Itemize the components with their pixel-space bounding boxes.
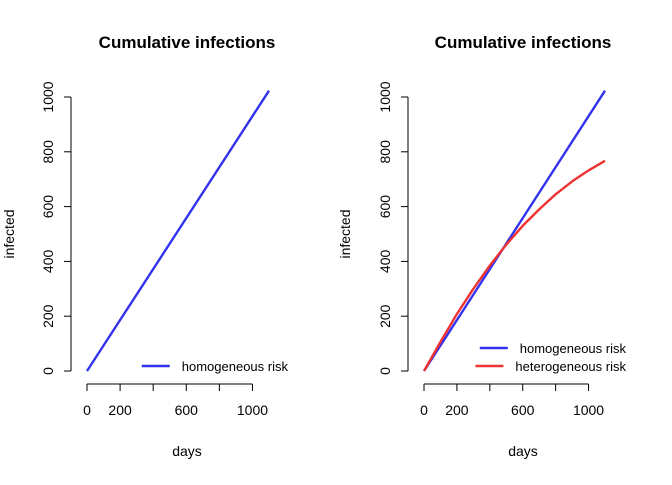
x-tick-label: 200 (445, 402, 469, 418)
y-tick-label: 200 (377, 304, 393, 328)
legend-label: homogeneous risk (182, 359, 289, 374)
chart-panel-1: Cumulative infections 0 200 400 600 800 1000 0 2… (1, 33, 288, 459)
x-axis-label: days (508, 443, 538, 459)
y-tick-label: 400 (40, 250, 56, 274)
y-tick-label: 1000 (377, 81, 393, 112)
y-tick-label: 800 (377, 140, 393, 164)
series-line-homogeneous-risk (85, 90, 271, 372)
chart-panel-2: Cumulative infections 0 200 400 600 800 1000 0 2… (337, 33, 626, 459)
y-tick-label: 1000 (40, 81, 56, 112)
x-tick-label: 600 (511, 402, 535, 418)
y-tick-label: 600 (377, 195, 393, 219)
x-tick-label: 1000 (237, 402, 268, 418)
x-tick-label: 1000 (573, 402, 604, 418)
x-tick-label: 0 (420, 402, 428, 418)
legend-label: homogeneous risk (520, 341, 627, 356)
y-tick-label: 0 (377, 367, 393, 375)
y-axis-label: infected (1, 209, 17, 258)
y-axis-label: infected (337, 209, 353, 258)
x-tick-label: 0 (83, 402, 91, 418)
series-line-homogeneous-risk (422, 90, 607, 372)
y-tick-label: 600 (40, 195, 56, 219)
y-tick-label: 800 (40, 140, 56, 164)
chart-title: Cumulative infections (99, 33, 276, 52)
x-tick-label: 600 (175, 402, 199, 418)
y-tick-label: 0 (40, 367, 56, 375)
x-tick-label: 200 (108, 402, 132, 418)
x-axis-label: days (172, 443, 202, 459)
y-tick-label: 400 (377, 250, 393, 274)
legend-label: heterogeneous risk (515, 359, 626, 374)
chart-title: Cumulative infections (435, 33, 612, 52)
series-line-heterogeneous-risk (422, 159, 606, 372)
y-tick-label: 200 (40, 304, 56, 328)
